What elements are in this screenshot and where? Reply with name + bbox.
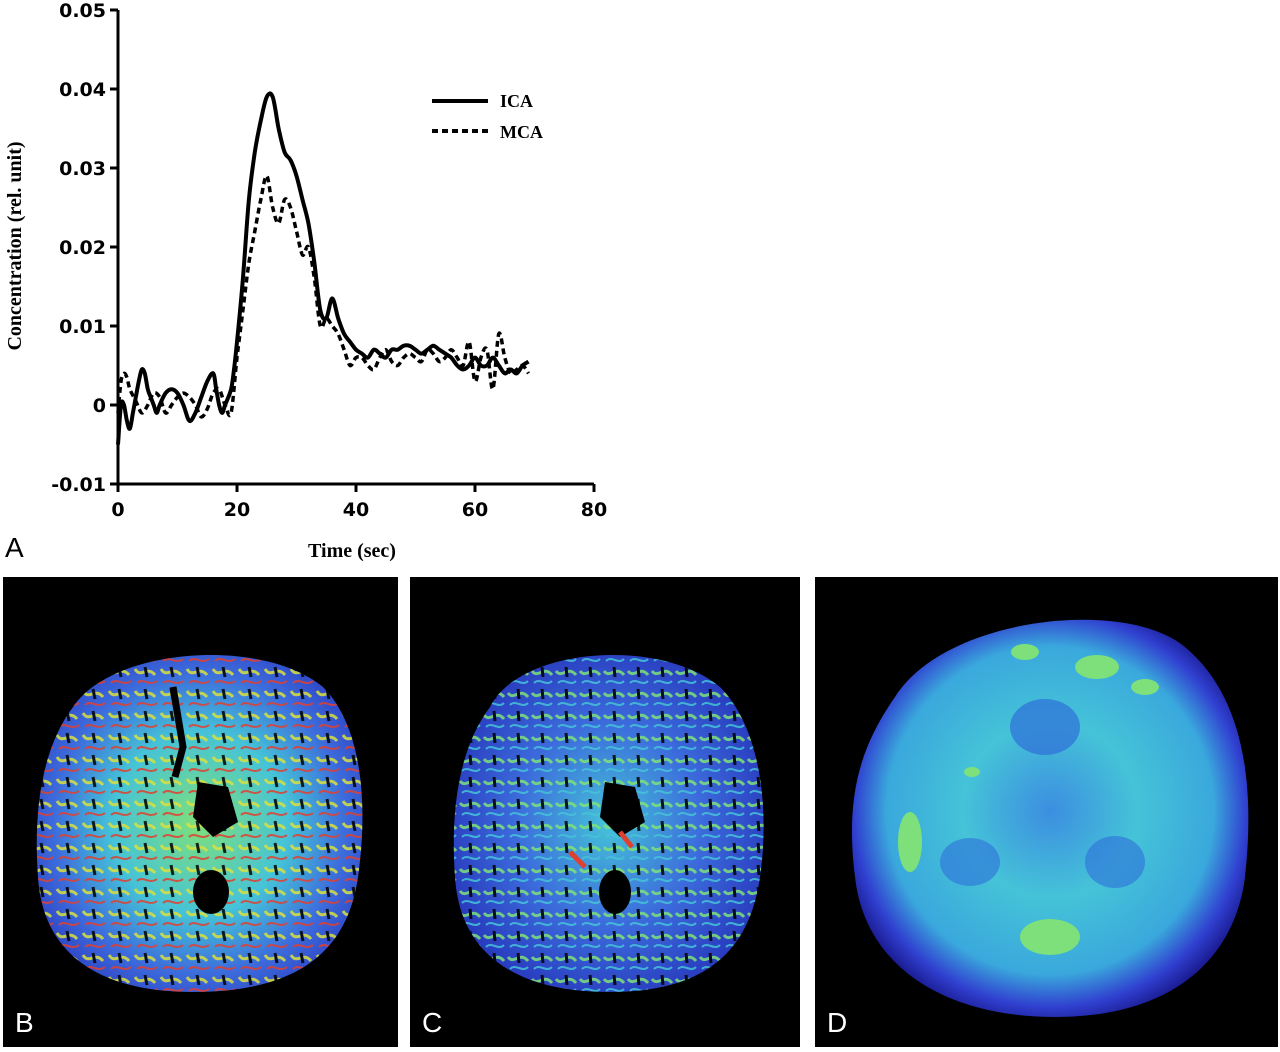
y-tick-label: 0.02: [59, 237, 106, 259]
x-axis-title: Time (sec): [308, 540, 396, 562]
x-tick-label: 40: [343, 499, 369, 521]
panel-d-pet-map: D: [815, 577, 1278, 1047]
series-line-mca: [116, 174, 530, 419]
panel-b-perfusion-map: B: [3, 577, 398, 1047]
brain-map-b-image: [36, 654, 363, 992]
y-tick-label: 0.01: [59, 316, 106, 338]
legend: ICA MCA: [432, 91, 543, 142]
legend-label-ica: ICA: [500, 91, 533, 111]
x-tick-label: 20: [224, 499, 250, 521]
y-tick-label: 0.04: [59, 79, 106, 101]
y-tick-label: -0.01: [51, 474, 106, 496]
panel-label-b: B: [15, 1007, 34, 1038]
panel-label-a: A: [5, 532, 24, 563]
series-line-ica: [116, 91, 530, 445]
brain-map-d-image: [851, 619, 1249, 1017]
x-tick-label: 80: [581, 499, 607, 521]
x-tick-label: 0: [111, 499, 124, 521]
legend-label-mca: MCA: [500, 122, 543, 142]
panel-c-perfusion-map: C: [410, 577, 800, 1047]
y-axis-title: Concentration (rel. unit): [4, 141, 26, 350]
panel-label-c: C: [422, 1007, 443, 1038]
x-tick-label: 60: [462, 499, 488, 521]
y-tick-label: 0.05: [59, 0, 106, 22]
brain-map-c-image: [453, 654, 764, 992]
panel-label-d: D: [827, 1007, 848, 1038]
plot-area: 0.050.040.030.020.010-0.010 20 40 60 80: [51, 0, 607, 521]
concentration-time-chart: 0.050.040.030.020.010-0.010 20 40 60 80 ICA …: [4, 0, 607, 562]
y-tick-label: 0.03: [59, 158, 106, 180]
y-tick-label: 0: [93, 395, 106, 417]
